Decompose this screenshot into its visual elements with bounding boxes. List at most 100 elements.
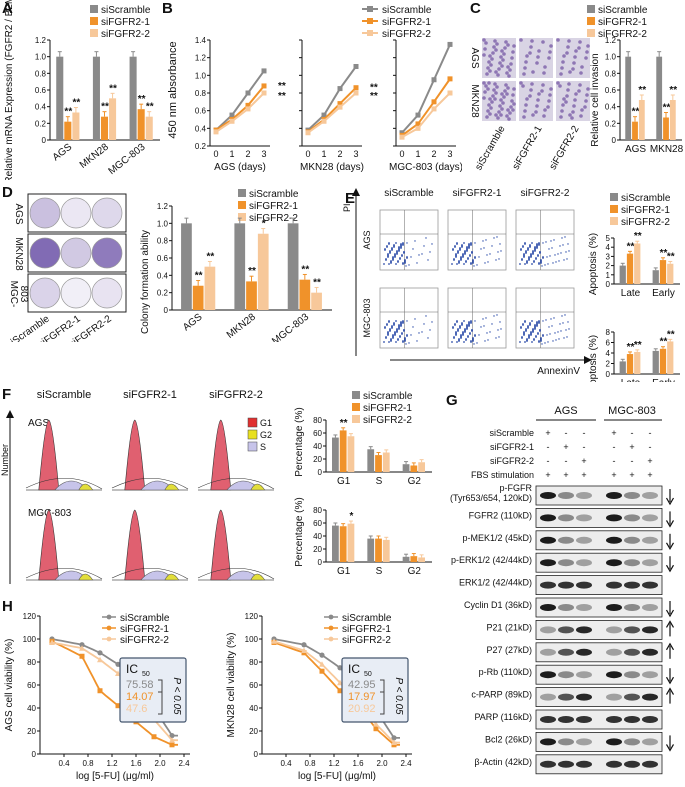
panel-f-g1-peak [124,509,146,581]
panel-e-event [457,250,459,252]
panel-c-cell [511,50,515,54]
panel-e-event [499,243,501,245]
panel-e-event [390,338,392,340]
panel-e-event [548,326,550,328]
panel-f-key-label: G1 [260,418,272,428]
panel-f-fit-curve [111,567,189,580]
panel-d-sig: ** [207,251,215,262]
panel-c-ytick-label: 0.4 [605,103,617,112]
panel-e-event [522,323,524,325]
panel-g-blot-label: p-FGFR [500,483,533,493]
panel-f-mgc-bar-siScramble [332,525,339,562]
panel-g-band [576,514,592,522]
panel-h-point [373,721,379,727]
panel-e-event [546,334,548,336]
panel-b-point [447,90,453,96]
panel-e-event [531,242,533,244]
panel-g-sign: - [649,442,652,452]
panel-g-sign: + [629,442,634,452]
panel-b-series-siFGFR2-1 [401,78,451,137]
panel-c-bar-siFGFR2-1 [663,117,669,140]
panel-f-ags-bar-siScramble [402,464,410,472]
panel-g-band [606,671,622,679]
panel-h-ic50-value: 14.07 [126,691,154,703]
panel-f-rowlabel: AGS [28,418,49,429]
panel-c-cell [566,45,570,49]
panel-e-event [527,325,529,327]
panel-g-sign: - [583,428,586,438]
panel-g-arrow-down [665,564,675,573]
panel-e-event [529,322,531,324]
panel-g-band [576,693,592,701]
panel-b-point [415,125,421,131]
panel-c-bar-siFGFR2-1 [632,121,638,140]
panel-b-point [337,101,343,107]
panel-b-xtick-label: 3 [447,149,452,159]
panel-e-event [565,251,567,253]
panel-e-mgc-sig: ** [634,340,642,351]
panel-c-cell [487,60,491,64]
panel-g-band [558,671,574,679]
panel-c-collabel: siScramble [473,124,507,173]
panel-b-xtick-label: 3 [261,149,266,159]
panel-e-event [463,341,465,343]
panel-c-cell [543,65,547,69]
panel-c-cell [511,93,515,97]
panel-e-event [538,320,540,322]
panel-c-cell [541,40,545,44]
panel-c-cell [502,95,506,99]
panel-e-event [486,332,488,334]
panel-label-g: G [446,392,458,409]
panel-g-band [624,626,640,634]
panel-h-ic50-sub: 50 [364,671,372,678]
panel-g-blot-membrane [535,642,663,663]
panel-e-ags-ytick-label: 2 [606,262,611,271]
panel-e-event [538,262,540,264]
panel-e-event [452,248,454,250]
panel-e-event [405,265,407,267]
panel-g-band [558,492,574,499]
panel-b-point [337,86,343,92]
panel-g-blot-membrane [535,709,663,730]
panel-e-ags-ytick-label: 4 [606,243,611,252]
panel-b-xtick-label: 2 [245,149,250,159]
panel-e-mgc-sig: ** [660,337,668,348]
panel-e-ags-bar-siScramble [652,270,659,284]
panel-e-event [418,254,420,256]
panel-e-event [496,236,498,238]
panel-g-band [642,648,658,656]
panel-e-event [495,337,497,339]
panel-g-band [606,760,622,768]
panel-e-event [558,260,560,262]
panel-h-curve-siFGFR2-1 [273,641,400,746]
panel-g-condition-label: FBS stimulation [471,470,534,480]
panel-g-sign: - [613,442,616,452]
panel-a-bar-siFGFR2-1 [64,121,72,140]
panel-c-cell [493,82,497,86]
panel-g-blot-membrane [535,485,663,506]
panel-b-point [321,112,327,118]
panel-g-band [624,648,640,656]
panel-e-event [391,325,393,327]
panel-e-event [524,320,526,322]
panel-e-event [478,256,480,258]
panel-d-sig: ** [301,264,309,275]
panel-e-event [528,334,530,336]
panel-g-blots: AGS MGC-803 siScramble + - - + - - siFGFR2-1 - + - - +… [450,405,675,775]
panel-c-cell [570,116,574,120]
panel-f-ags-bar-siScramble [332,437,339,472]
panel-d-well [29,197,61,229]
panel-f-ags-xcat: G1 [337,476,351,487]
panel-d-well [91,237,123,269]
panel-c-bar-siFGFR2-2 [638,100,645,140]
panel-g-sign: + [611,470,616,480]
panel-f: F siScramblesiFGFR2-1siFGFR2-2AGSMGC-803… [0,384,440,605]
panel-d-sig: ** [313,277,321,288]
panel-g-band [558,760,574,768]
panel-g-band [642,559,658,567]
panel-c-cell [491,94,495,98]
panel-g-sign: - [613,456,616,466]
panel-d-xcat: AGS [181,311,205,333]
panel-e-event [465,338,467,340]
